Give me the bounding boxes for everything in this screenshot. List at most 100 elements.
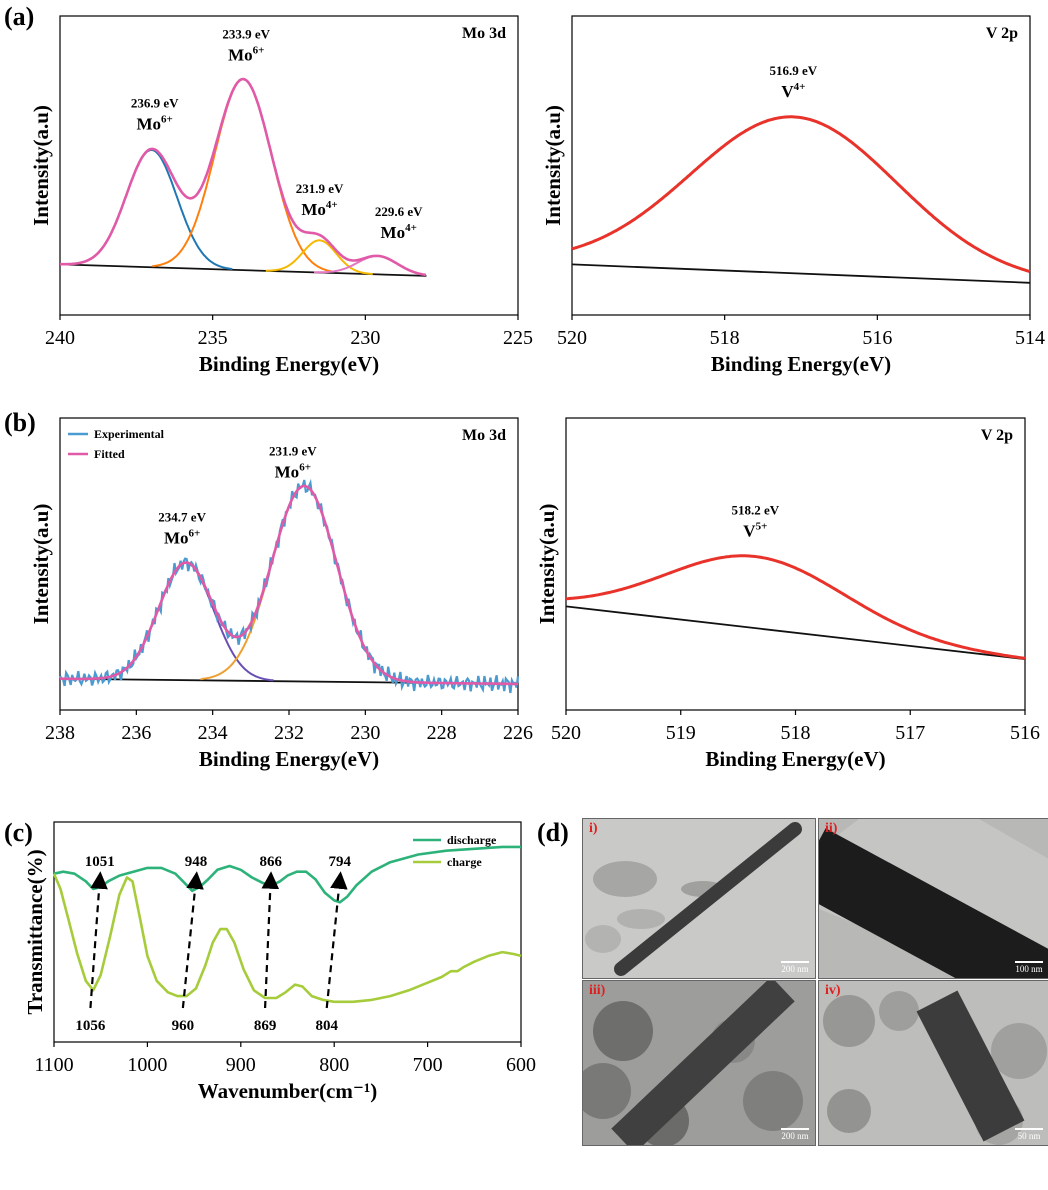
c_ftir-arrow-top-label-0: 1051 <box>85 854 115 870</box>
tem-scale-i: 200 nm <box>781 961 809 974</box>
a_mo-panel-title: Mo 3d <box>462 25 506 42</box>
tem-label-iv: iv) <box>825 983 841 998</box>
c_ftir-xtick-label-1: 1000 <box>127 1054 167 1076</box>
c_ftir-xtick-label-3: 800 <box>319 1054 349 1076</box>
a_mo-xtick-label-1: 235 <box>198 327 228 349</box>
panel-label-a: (a) <box>4 2 35 31</box>
tem-label-ii: ii) <box>825 821 838 836</box>
b_v-annotation-species-0: V5+ <box>743 521 767 541</box>
b_mo-component-0 <box>98 561 274 682</box>
a_v-xtick-label-1: 518 <box>710 327 740 349</box>
b_v-xtick-label-1: 519 <box>666 722 696 744</box>
a_mo-annotation-species-1: Mo6+ <box>228 44 264 64</box>
a_mo-annotation-species-2: Mo4+ <box>301 199 337 219</box>
b_mo-xtick-label-0: 238 <box>45 722 75 744</box>
b_v-y-axis-label: Intensity(a.u) <box>535 504 559 625</box>
c_ftir-xtick-label-0: 1100 <box>34 1054 73 1076</box>
panel-label-b: (b) <box>4 408 36 437</box>
c_ftir-arrow-top-label-2: 866 <box>259 854 282 870</box>
a_mo-annotation-species-3: Mo4+ <box>381 222 417 242</box>
a_mo-component-3 <box>314 255 426 276</box>
a_v-annotation-energy-0: 516.9 eV <box>770 63 818 78</box>
a_v-envelope <box>571 115 1031 274</box>
c_ftir-legend-label-1: charge <box>447 855 482 869</box>
b_mo-xtick-label-1: 236 <box>121 722 151 744</box>
a_v-y-axis-label: Intensity(a.u) <box>541 105 565 226</box>
tem-label-iii: iii) <box>589 983 606 998</box>
b_mo-envelope <box>60 484 518 686</box>
a_v-x-axis-label: Binding Energy(eV) <box>711 352 891 376</box>
b_mo-panel-title: Mo 3d <box>462 427 506 444</box>
a_v-xtick-label-0: 520 <box>557 327 587 349</box>
a_mo-component-2 <box>265 239 373 275</box>
tem-image-iv: iv) 50 nm <box>818 980 1048 1146</box>
b_mo-xtick-label-2: 234 <box>198 722 228 744</box>
a_v-plot-frame <box>571 15 1031 316</box>
b_mo-xtick-label-6: 226 <box>503 722 533 744</box>
b_v-xtick-label-4: 516 <box>1010 722 1040 744</box>
b_mo-x-axis-label: Binding Energy(eV) <box>199 747 379 771</box>
b_mo-y-axis-label: Intensity(a.u) <box>29 504 53 625</box>
a_v-annotation-species-0: V4+ <box>781 81 805 101</box>
c_ftir-arrow-bottom-label-3: 804 <box>315 1018 338 1034</box>
c_ftir-series-discharge <box>53 845 521 904</box>
c_ftir-plot-frame <box>53 821 522 1043</box>
a_mo-plot-frame <box>59 15 519 316</box>
c_ftir-shift-arrow-0 <box>89 871 108 1009</box>
a_mo-y-axis-label: Intensity(a.u) <box>29 105 53 226</box>
c_ftir-x-axis-label: Wavenumber(cm⁻¹) <box>198 1079 378 1103</box>
panel-label-d: (d) <box>537 818 569 847</box>
a_v-xtick-label-3: 514 <box>1015 327 1045 349</box>
tem-scale-ii: 100 nm <box>1015 961 1043 974</box>
tem-texture-iii <box>583 981 803 1145</box>
b_mo-annotation-energy-1: 231.9 eV <box>269 444 317 459</box>
c_ftir-shift-arrow-3 <box>325 871 348 1009</box>
a_mo-annotation-energy-0: 236.9 eV <box>131 95 179 110</box>
a_mo-x-axis-label: Binding Energy(eV) <box>199 352 379 376</box>
tem-label-i: i) <box>589 821 598 836</box>
b_v-xtick-label-2: 518 <box>781 722 811 744</box>
b_mo-annotation-energy-0: 234.7 eV <box>158 510 206 525</box>
b_mo-annotation-species-1: Mo6+ <box>275 462 311 482</box>
a_mo-xtick-label-3: 225 <box>503 327 533 349</box>
panel-label-c: (c) <box>4 818 33 847</box>
b_v-annotation-energy-0: 518.2 eV <box>732 503 780 518</box>
c_ftir-shift-arrow-1 <box>181 871 204 1009</box>
tem-texture-iv <box>823 990 1047 1145</box>
a_mo-annotation-species-0: Mo6+ <box>136 113 172 133</box>
b_mo-legend-label-0: Experimental <box>94 427 165 441</box>
tem-scale-iii: 200 nm <box>781 1128 809 1141</box>
c_ftir-y-axis-label: Transmittance(%) <box>23 849 47 1014</box>
b_mo-xtick-label-5: 228 <box>427 722 457 744</box>
c_ftir-xtick-label-2: 900 <box>226 1054 256 1076</box>
b_v-x-axis-label: Binding Energy(eV) <box>705 747 885 771</box>
b_v-xtick-label-3: 517 <box>895 722 925 744</box>
c_ftir-legend-label-0: discharge <box>447 833 497 847</box>
tem-image-iii: iii) 200 nm <box>582 980 816 1146</box>
tem-image-i: i) 200 nm <box>582 818 816 979</box>
c_ftir-xtick-label-5: 600 <box>506 1054 536 1076</box>
a_v-panel-title: V 2p <box>986 25 1018 42</box>
c_ftir-xtick-label-4: 700 <box>413 1054 443 1076</box>
c_ftir-arrow-top-label-1: 948 <box>185 854 208 870</box>
b_mo-legend-label-1: Fitted <box>94 447 125 461</box>
tem-scale-iv: 50 nm <box>1015 1128 1043 1141</box>
c_ftir-arrow-bottom-label-2: 869 <box>254 1018 277 1034</box>
a_mo-component-1 <box>152 78 334 273</box>
a_mo-annotation-energy-3: 229.6 eV <box>375 204 423 219</box>
b_v-plot-frame <box>565 417 1026 711</box>
b_v-panel-title: V 2p <box>981 427 1013 444</box>
a_mo-xtick-label-0: 240 <box>45 327 75 349</box>
a_v-baseline <box>571 263 1031 284</box>
b_mo-xtick-label-4: 230 <box>350 722 380 744</box>
b_mo-xtick-label-3: 232 <box>274 722 304 744</box>
b_v-baseline <box>565 605 1026 661</box>
b_v-xtick-label-0: 520 <box>551 722 581 744</box>
a_mo-annotation-energy-1: 233.9 eV <box>222 26 270 41</box>
a_mo-xtick-label-2: 230 <box>350 327 380 349</box>
c_ftir-series-charge <box>52 873 522 1004</box>
c_ftir-arrow-top-label-3: 794 <box>329 854 352 870</box>
tem-texture-ii <box>819 819 1048 978</box>
tem-image-ii: ii) 100 nm <box>818 818 1048 979</box>
